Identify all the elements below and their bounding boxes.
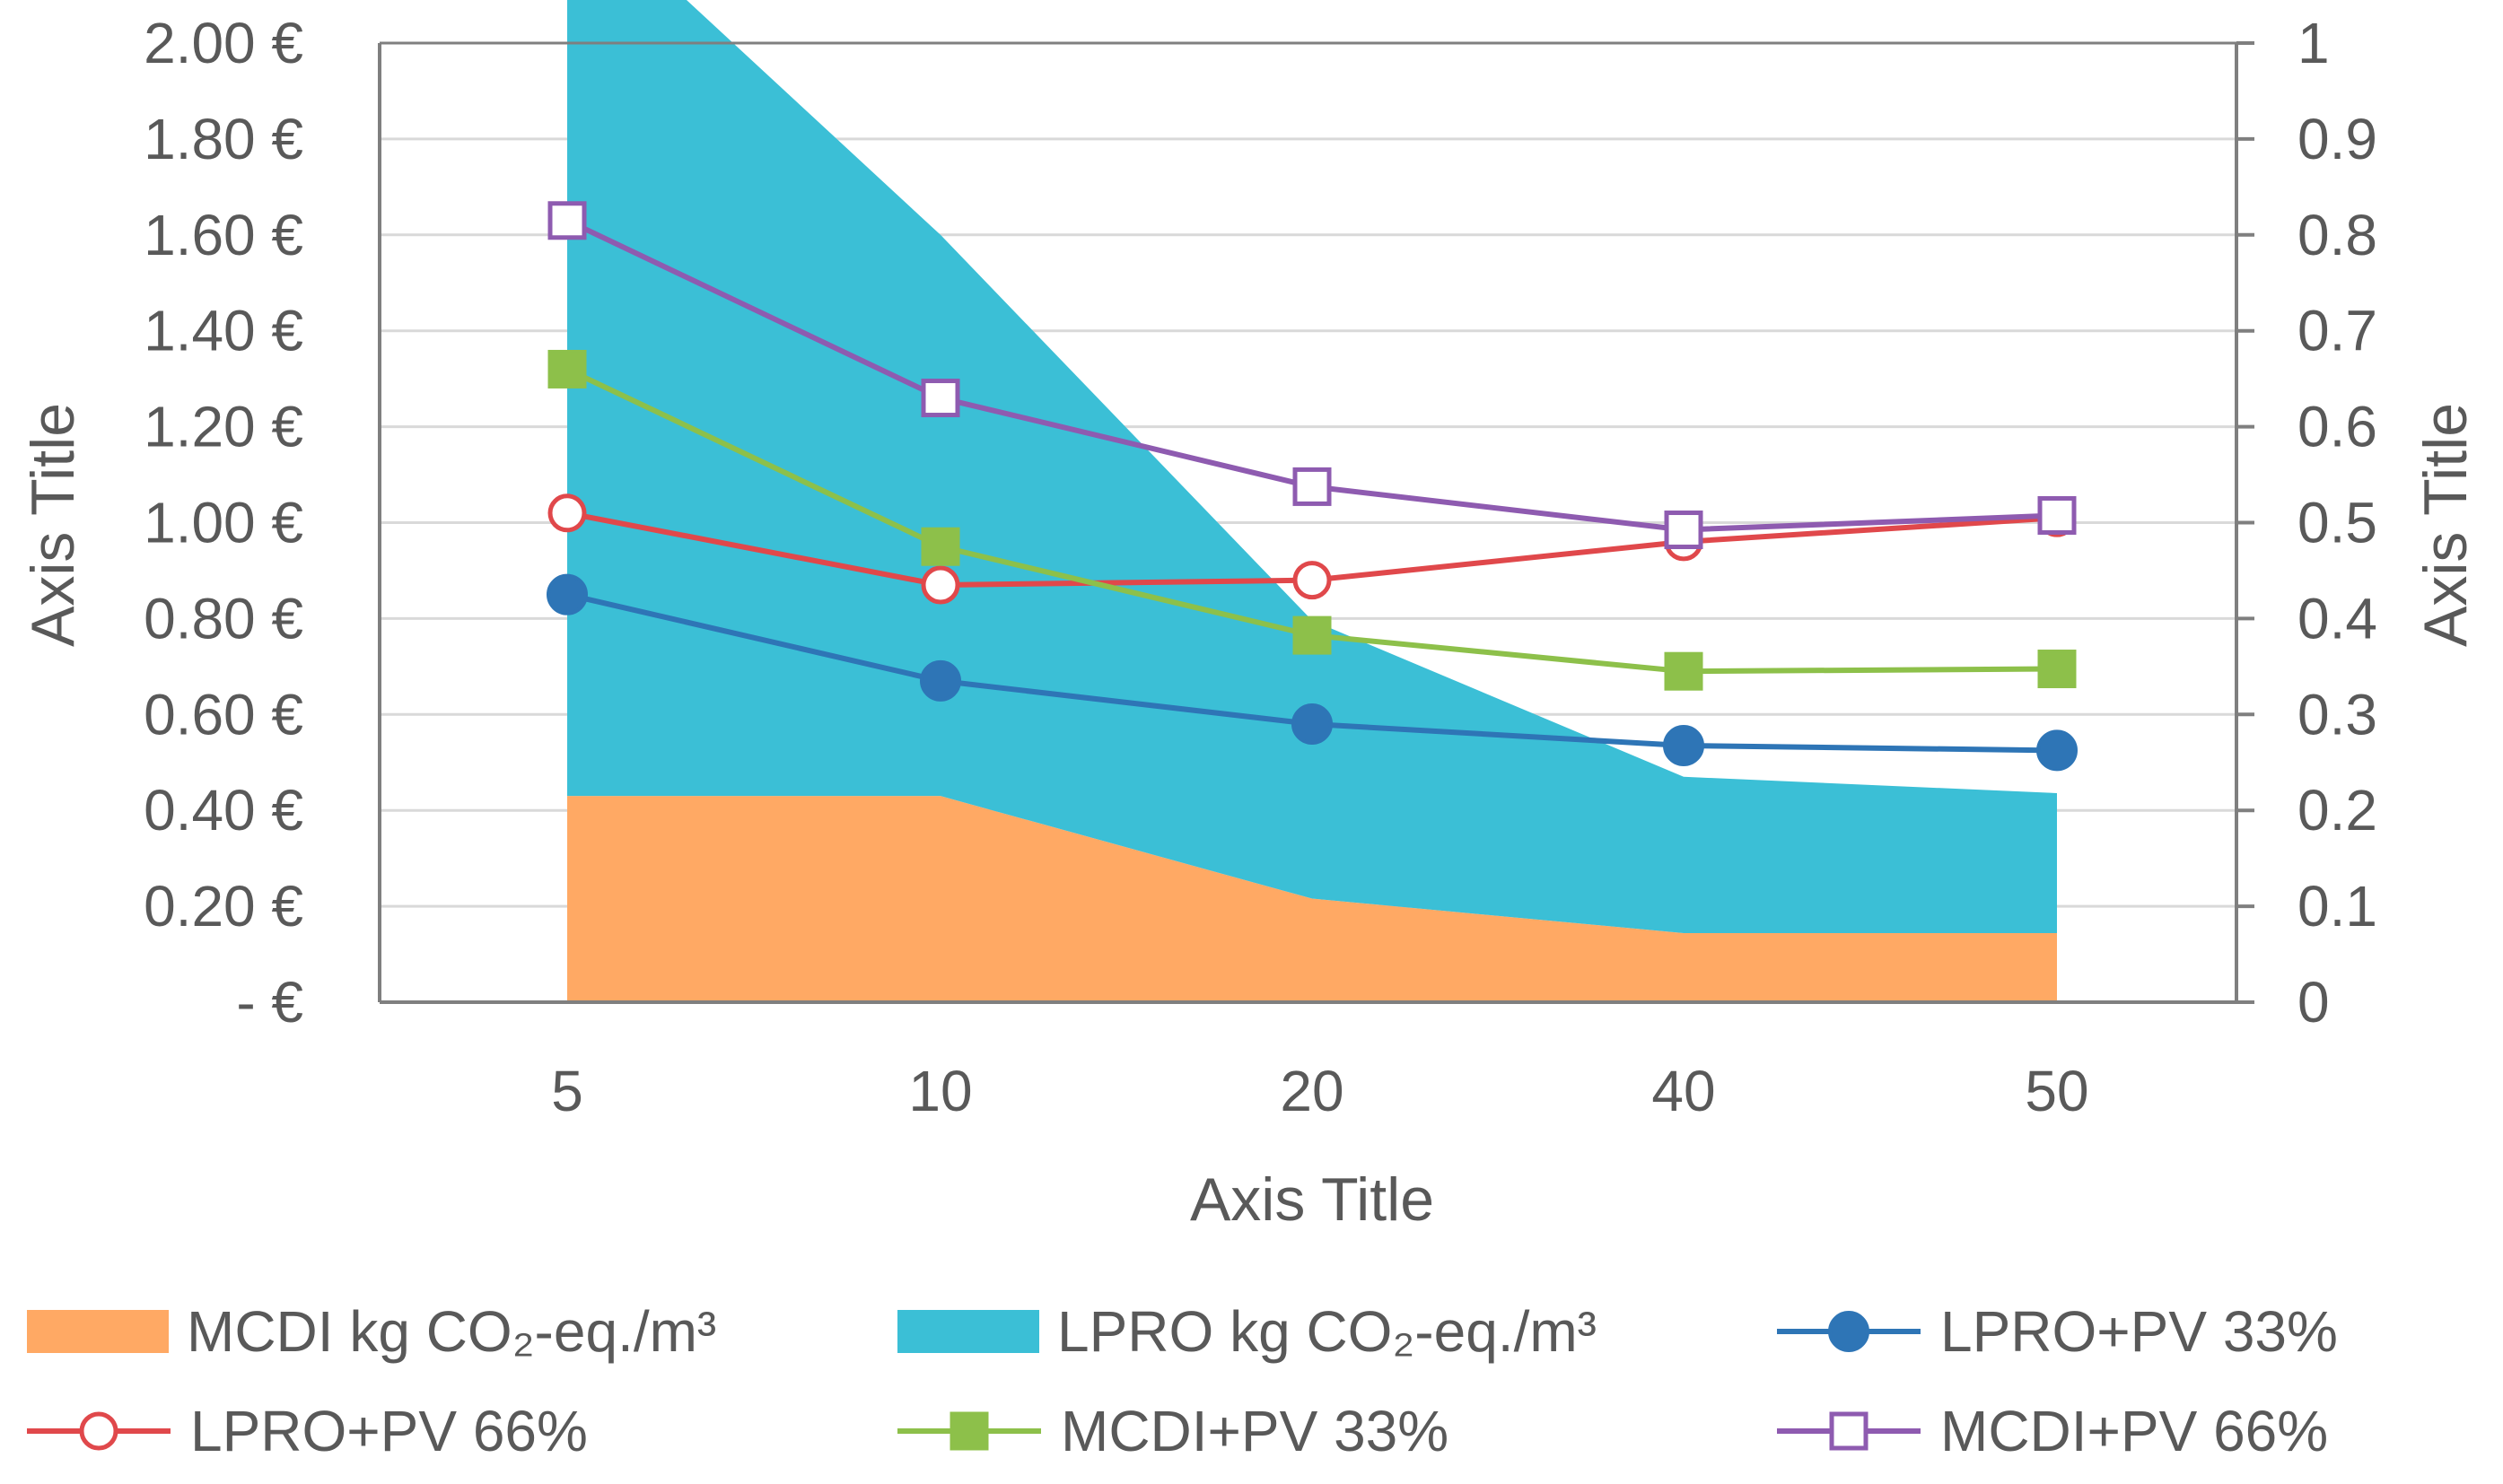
y-left-tick-label: 1.20 € <box>144 395 303 459</box>
y-left-tick-label: 1.60 € <box>144 203 303 267</box>
legend-label-lpro-pv-66: LPRO+PV 66% <box>190 1399 588 1463</box>
x-tick-label: 20 <box>1280 1059 1343 1123</box>
legend-label-mcdi-pv-33: MCDI+PV 33% <box>1061 1399 1448 1463</box>
legend-marker-mcdi-pv-66 <box>1829 1411 1868 1451</box>
y-left-axis-title: Axis Title <box>19 403 87 647</box>
data-point-mcdi-pv-66 <box>547 201 587 240</box>
data-point-lpro-pv-33 <box>1291 703 1333 745</box>
y-right-tick-label: 0.3 <box>2297 682 2377 746</box>
y-left-tick-label: - € <box>236 970 303 1034</box>
y-right-tick-label: 0.1 <box>2297 874 2377 938</box>
data-point-lpro-pv-33 <box>547 573 588 615</box>
legend-label-lpro-pv-33: LPRO+PV 33% <box>1940 1299 2338 1364</box>
y-left-tick-label: 0.60 € <box>144 682 303 746</box>
y-left-tick-label: 1.80 € <box>144 107 303 171</box>
y-left-tick-label: 2.00 € <box>144 11 303 75</box>
legend-label-mcdi-kg-co-eq-m: MCDI kg CO₂-eq./m³ <box>187 1299 716 1364</box>
y-right-tick-label: 0.6 <box>2297 395 2377 459</box>
x-tick-label: 40 <box>1651 1059 1715 1123</box>
area-mcdi-co2 <box>567 796 2057 1002</box>
y-right-tick-label: 0.9 <box>2297 107 2377 171</box>
tick-labels: - € 0.20 € 0.40 € 0.60 € 0.80 € 1.00 € 1.20 € 1… <box>144 11 2377 1123</box>
legend-label-lpro-kg-co-eq-m: LPRO kg CO₂-eq./m³ <box>1057 1299 1597 1364</box>
data-point-mcdi-pv-33 <box>547 349 587 388</box>
y-left-tick-label: 1.00 € <box>144 491 303 555</box>
y-right-tick-label: 1 <box>2297 11 2330 75</box>
data-point-mcdi-pv-66 <box>1664 511 1703 550</box>
legend-marker-lpro-pv-66 <box>79 1411 118 1451</box>
legend-swatch-mcdi-kg-co-eq-m <box>27 1310 169 1353</box>
y-left-tick-label: 0.20 € <box>144 874 303 938</box>
data-point-mcdi-pv-66 <box>921 379 960 418</box>
y-right-tick-label: 0 <box>2297 970 2330 1034</box>
data-point-mcdi-pv-33 <box>1664 651 1703 691</box>
y-left-tick-label: 0.80 € <box>144 586 303 650</box>
data-point-lpro-pv-33 <box>920 659 961 702</box>
y-right-tick-label: 0.8 <box>2297 203 2377 267</box>
y-left-tick-label: 1.40 € <box>144 299 303 363</box>
data-point-mcdi-pv-66 <box>1292 467 1332 506</box>
data-point-lpro-pv-66 <box>921 565 960 605</box>
line-series <box>547 201 2078 772</box>
y-right-tick-label: 0.2 <box>2297 778 2377 842</box>
axes <box>378 41 2254 1004</box>
x-axis-title: Axis Title <box>1190 1165 1434 1234</box>
data-point-mcdi-pv-33 <box>2037 650 2077 689</box>
data-point-lpro-pv-33 <box>1663 725 1704 767</box>
x-tick-label: 10 <box>908 1059 972 1123</box>
data-point-mcdi-pv-66 <box>2037 495 2077 535</box>
data-point-lpro-pv-33 <box>2036 729 2078 772</box>
y-right-tick-label: 0.4 <box>2297 586 2377 650</box>
y-right-tick-label: 0.7 <box>2297 299 2377 363</box>
y-right-axis-title: Axis Title <box>2411 403 2480 647</box>
legend-marker-mcdi-pv-33 <box>950 1411 989 1451</box>
y-left-tick-label: 0.40 € <box>144 778 303 842</box>
legend-swatch-lpro-kg-co-eq-m <box>897 1310 1039 1353</box>
data-point-mcdi-pv-33 <box>1292 615 1332 655</box>
y-right-tick-label: 0.5 <box>2297 491 2377 555</box>
legend-label-mcdi-pv-66: MCDI+PV 66% <box>1940 1399 2328 1463</box>
data-point-mcdi-pv-33 <box>921 527 960 566</box>
legend-marker-lpro-pv-33 <box>1828 1311 1869 1352</box>
data-point-lpro-pv-66 <box>547 493 587 533</box>
legend: MCDI kg CO₂-eq./m³ LPRO kg CO₂-eq./m³ LPRO… <box>27 1299 2338 1463</box>
x-tick-label: 50 <box>2025 1059 2088 1123</box>
x-tick-label: 5 <box>551 1059 583 1123</box>
data-point-lpro-pv-66 <box>1292 561 1332 600</box>
